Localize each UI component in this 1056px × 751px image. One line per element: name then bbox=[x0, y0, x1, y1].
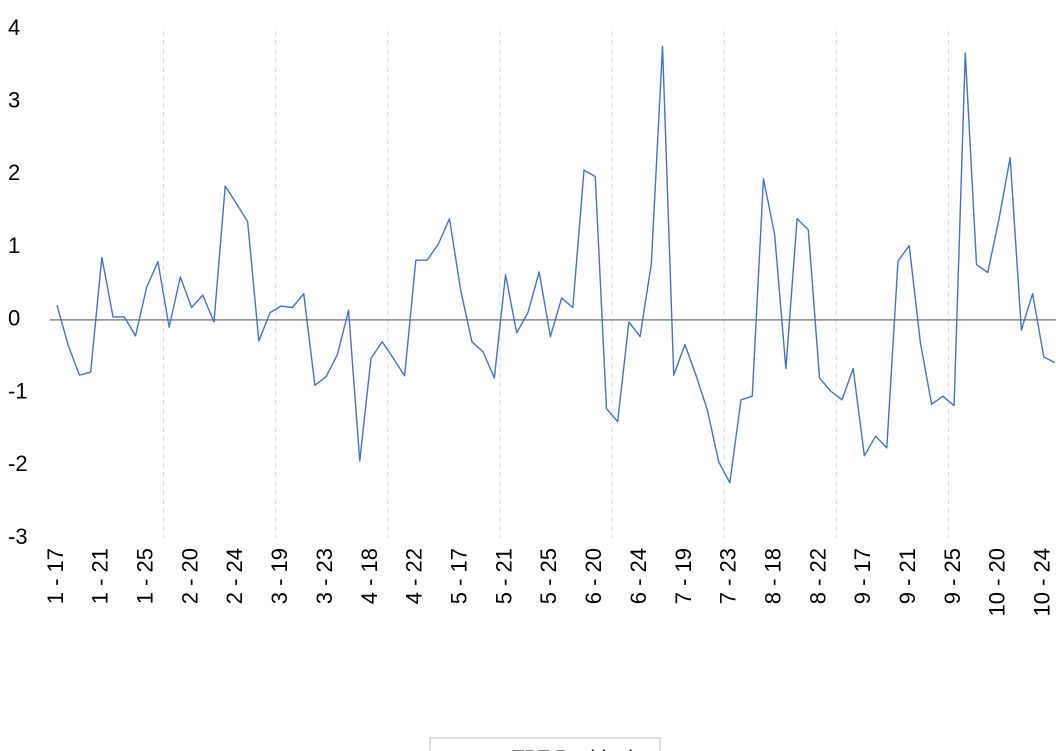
y-tick-label: -2 bbox=[8, 451, 28, 476]
legend-box bbox=[429, 737, 661, 751]
x-tick-label: 4 - 18 bbox=[357, 548, 382, 604]
x-tick-label: 9 - 25 bbox=[940, 548, 965, 604]
data-line bbox=[56, 45, 1056, 484]
x-tick-label: 10 - 24 bbox=[1030, 548, 1055, 617]
x-tick-label: 7 - 23 bbox=[716, 548, 741, 604]
x-tick-label: 9 - 17 bbox=[850, 548, 875, 604]
y-tick-label: 3 bbox=[8, 88, 20, 113]
x-tick-label: 2 - 20 bbox=[177, 548, 202, 604]
x-tick-label: 5 - 17 bbox=[446, 548, 471, 604]
legend-label: TPT Residuals bbox=[512, 747, 643, 751]
y-tick-label: 0 bbox=[8, 306, 20, 331]
x-tick-label: 1 - 25 bbox=[133, 548, 158, 604]
x-tick-label: 3 - 19 bbox=[267, 548, 292, 604]
y-tick-label: 2 bbox=[8, 160, 20, 185]
x-tick-label: 5 - 21 bbox=[491, 548, 516, 604]
x-tick-label: 8 - 22 bbox=[805, 548, 830, 604]
x-tick-label: 6 - 24 bbox=[626, 548, 651, 604]
x-tick-label: 5 - 25 bbox=[536, 548, 561, 604]
x-tick-label: 2 - 24 bbox=[222, 548, 247, 604]
y-tick-label: 4 bbox=[8, 15, 20, 40]
x-tick-label: 1 - 17 bbox=[43, 548, 68, 604]
x-tick-label: 7 - 19 bbox=[671, 548, 696, 604]
x-tick-label: 8 - 18 bbox=[760, 548, 785, 604]
x-tick-label: 9 - 21 bbox=[895, 548, 920, 604]
y-tick-label: 1 bbox=[8, 233, 20, 258]
y-tick-label: -1 bbox=[8, 378, 28, 403]
x-tick-label: 3 - 23 bbox=[312, 548, 337, 604]
y-tick-label: -3 bbox=[8, 524, 28, 549]
x-tick-label: 6 - 20 bbox=[581, 548, 606, 604]
x-tick-label: 1 - 21 bbox=[88, 548, 113, 604]
x-tick-label: 4 - 22 bbox=[402, 548, 427, 604]
x-tick-label: 10 - 20 bbox=[985, 548, 1010, 617]
